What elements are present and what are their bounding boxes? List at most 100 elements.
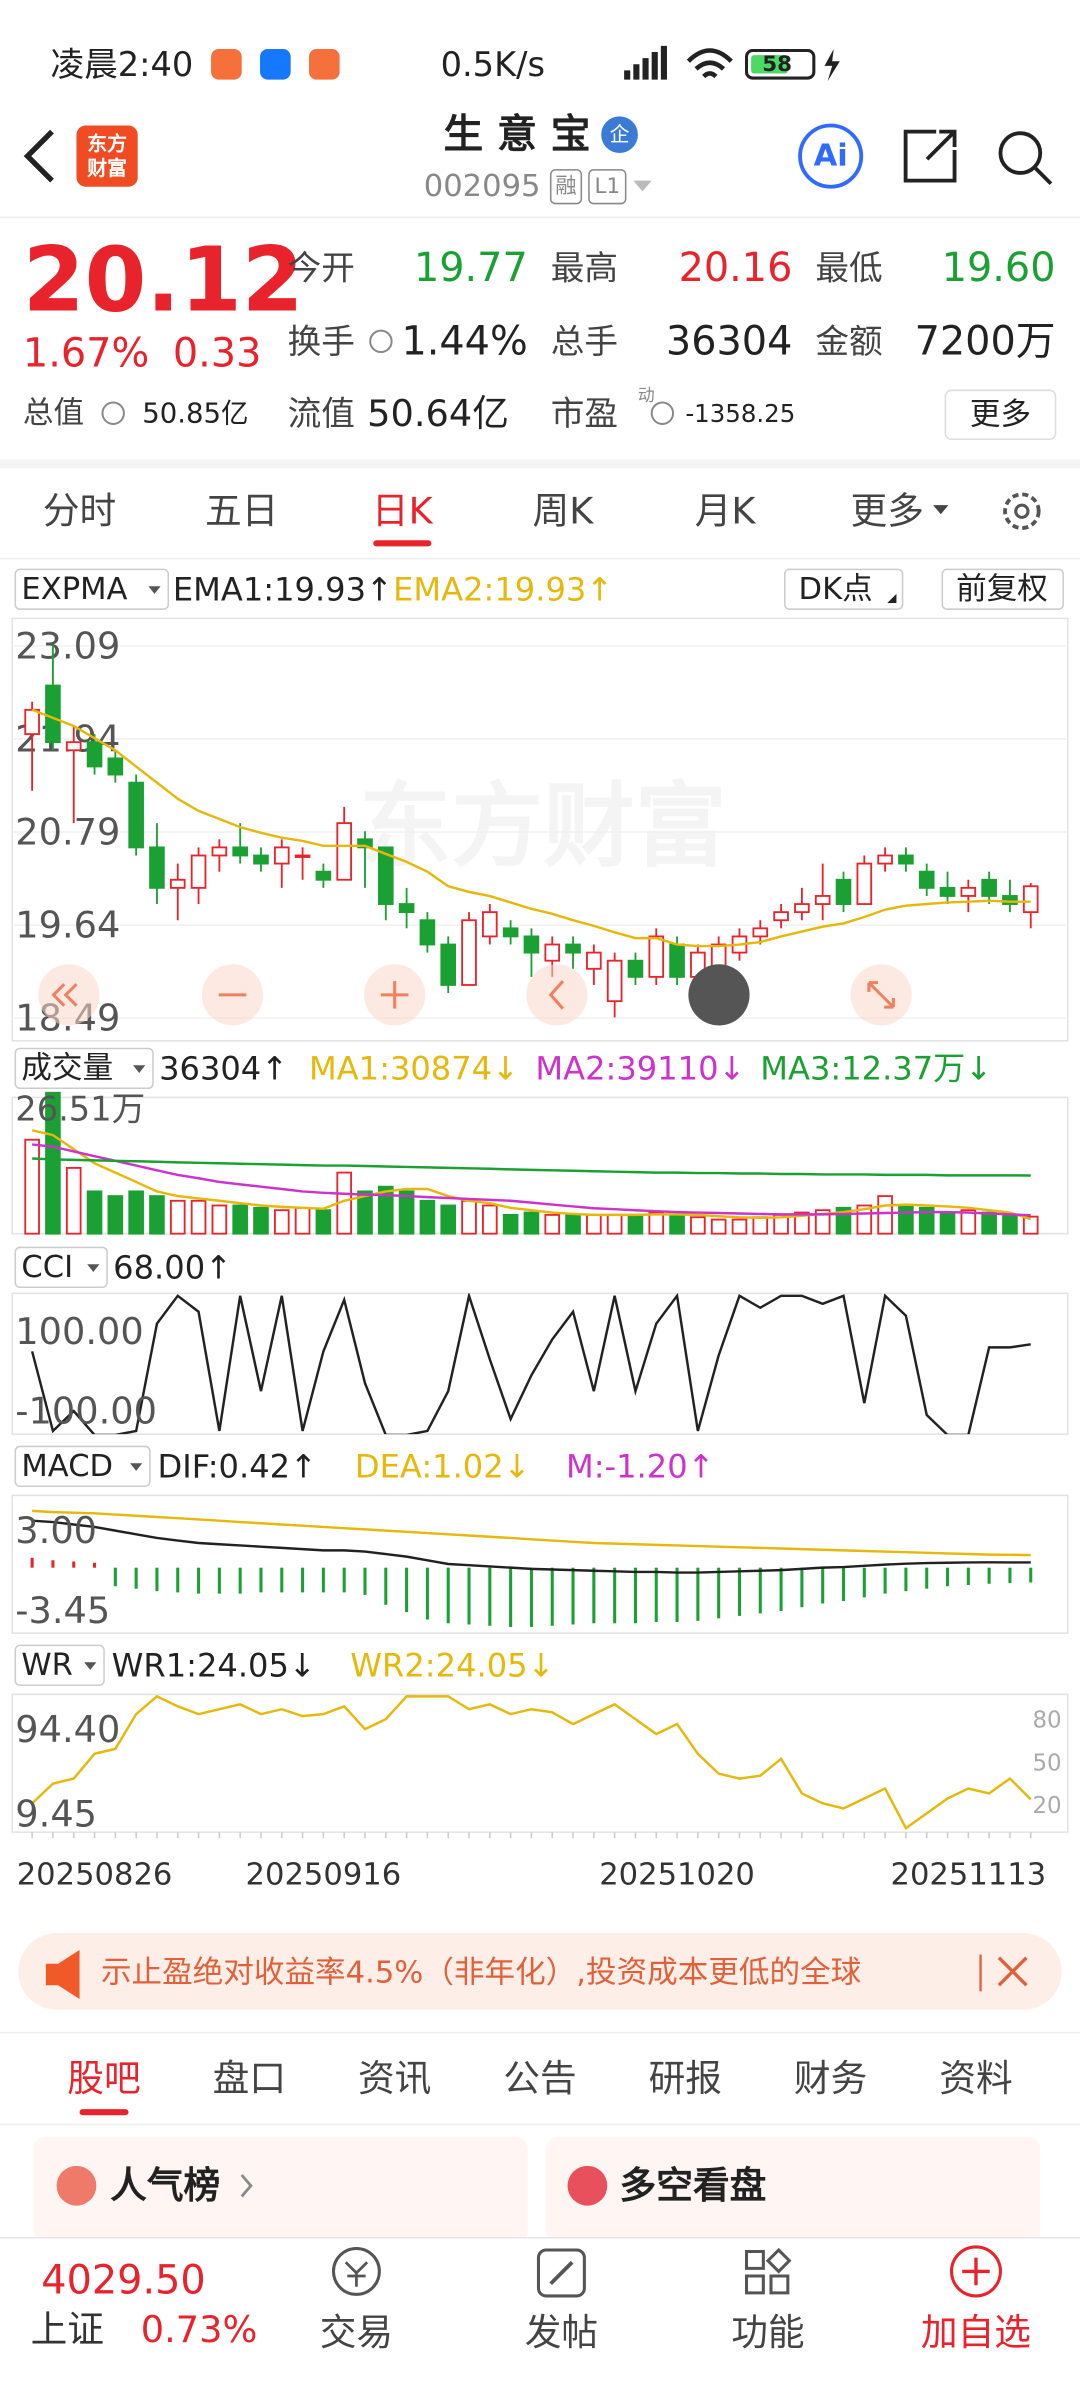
candle-body xyxy=(440,943,457,986)
section-tab[interactable]: 财务 xyxy=(794,2057,867,2100)
nav-item[interactable]: 交易 xyxy=(320,2311,393,2354)
ema-line xyxy=(31,708,1031,948)
candle-body xyxy=(1002,895,1018,905)
legend: EMA1:19.93↑ xyxy=(173,570,393,608)
nav-item[interactable]: 功能 xyxy=(731,2311,804,2354)
indicator-name: MACD xyxy=(21,1449,113,1484)
info-icon xyxy=(369,329,393,354)
candle-body xyxy=(606,959,623,1003)
volume-bar xyxy=(627,1213,644,1235)
section-tab[interactable]: 资讯 xyxy=(358,2057,431,2100)
volume-bar xyxy=(190,1199,207,1235)
volume-bar xyxy=(398,1190,415,1235)
promo-banner[interactable] xyxy=(18,1933,1062,2010)
volume-bar xyxy=(107,1195,124,1235)
candle-body xyxy=(544,943,561,962)
field-value: 1.44% xyxy=(401,318,527,364)
app-icon xyxy=(211,48,242,80)
y-tick-label: 20 xyxy=(1032,1793,1061,1819)
volume-bar xyxy=(814,1209,831,1235)
field-label: 今开 xyxy=(288,248,355,287)
battery xyxy=(744,48,816,80)
volume-ma-line xyxy=(31,1143,1031,1217)
dk-button[interactable] xyxy=(783,568,904,610)
period-tab[interactable]: 五日 xyxy=(205,490,278,533)
chart-panel xyxy=(11,1693,1069,1833)
indicator-selector[interactable] xyxy=(14,1047,154,1090)
card[interactable] xyxy=(546,2136,1041,2244)
indicator-selector[interactable] xyxy=(14,1644,105,1686)
field-value: 19.77 xyxy=(414,245,528,291)
indicator-selector[interactable] xyxy=(14,1246,108,1289)
button-text: 前复权 xyxy=(956,572,1048,607)
logo-text: 财富 xyxy=(87,157,127,180)
indicator-selector[interactable] xyxy=(14,568,170,610)
chart-panel xyxy=(11,617,1069,1042)
period-tab[interactable]: 更多 xyxy=(851,490,924,533)
volume-bar xyxy=(149,1195,165,1235)
price: 20.12 xyxy=(23,229,304,332)
change: 0.33 xyxy=(173,331,262,377)
candle-body xyxy=(814,895,831,905)
section-tab[interactable]: 股吧 xyxy=(67,2057,140,2100)
adjust-button[interactable] xyxy=(941,568,1064,610)
ai-button[interactable] xyxy=(798,123,864,189)
card-title: 人气榜 xyxy=(110,2164,220,2207)
chart-panel xyxy=(11,1494,1069,1634)
candle-body xyxy=(669,943,685,978)
indicator-selector[interactable] xyxy=(14,1445,151,1487)
volume-bar xyxy=(794,1211,810,1235)
back-button[interactable] xyxy=(23,129,54,183)
y-tick-label: 3.00 xyxy=(15,1509,97,1552)
nav-icon xyxy=(949,2245,1002,2298)
y-tick-label: 26.51万 xyxy=(15,1090,145,1129)
legend: DEA:1.02↓ xyxy=(355,1447,531,1485)
section-tab[interactable]: 盘口 xyxy=(213,2057,286,2100)
x-tick-label: 20251020 xyxy=(599,1857,755,1892)
close-button[interactable] xyxy=(997,1956,1028,1987)
status-time: 凌晨2:40 xyxy=(50,45,193,84)
field-label: 换手 xyxy=(288,322,355,361)
chart-control[interactable] xyxy=(38,964,100,1026)
legend: M:-1.20↑ xyxy=(566,1447,715,1485)
volume-bar xyxy=(690,1216,706,1235)
volume-bar xyxy=(86,1190,103,1235)
card-icon xyxy=(567,2165,608,2206)
more-button[interactable] xyxy=(944,389,1057,441)
search-button[interactable] xyxy=(998,131,1043,175)
volume-bar xyxy=(502,1213,519,1235)
control-icon xyxy=(867,981,895,1009)
period-tab[interactable]: 周K xyxy=(533,490,595,533)
indicator-name: CCI xyxy=(21,1250,73,1285)
field-value: 50.64亿 xyxy=(367,392,509,435)
field-label: 总值 xyxy=(23,396,84,431)
nav-item[interactable]: 加自选 xyxy=(921,2311,1031,2354)
tag: L1 xyxy=(595,174,621,199)
candle-body xyxy=(128,781,144,849)
field-label: 最高 xyxy=(551,248,618,287)
volume-bar xyxy=(273,1209,290,1235)
section-tab[interactable]: 公告 xyxy=(503,2057,576,2100)
period-tab[interactable]: 月K xyxy=(695,490,757,533)
y-tick-label: -100.00 xyxy=(15,1390,157,1433)
period-tab[interactable]: 分时 xyxy=(43,490,116,533)
card[interactable] xyxy=(33,2136,528,2244)
legend: EMA2:19.93↑ xyxy=(393,570,613,608)
y-tick-label: 80 xyxy=(1032,1707,1061,1733)
tab-underline xyxy=(79,2109,129,2116)
section-tab[interactable]: 研报 xyxy=(649,2057,722,2100)
candle-body xyxy=(336,822,352,881)
volume-bar xyxy=(877,1195,893,1235)
chart-control[interactable] xyxy=(526,964,588,1026)
x-tick-label: 20250916 xyxy=(246,1857,402,1892)
legend: MA1:30874↓ xyxy=(309,1049,519,1087)
share-button[interactable] xyxy=(903,129,957,183)
banner-fade xyxy=(945,1940,976,2003)
section-tab[interactable]: 资料 xyxy=(939,2057,1012,2100)
indicator-name: WR xyxy=(21,1648,73,1683)
period-tab[interactable]: 日K xyxy=(372,490,434,533)
volume-bar xyxy=(939,1211,956,1235)
settings-button[interactable] xyxy=(1003,492,1041,530)
nav-item[interactable]: 发帖 xyxy=(525,2311,598,2354)
